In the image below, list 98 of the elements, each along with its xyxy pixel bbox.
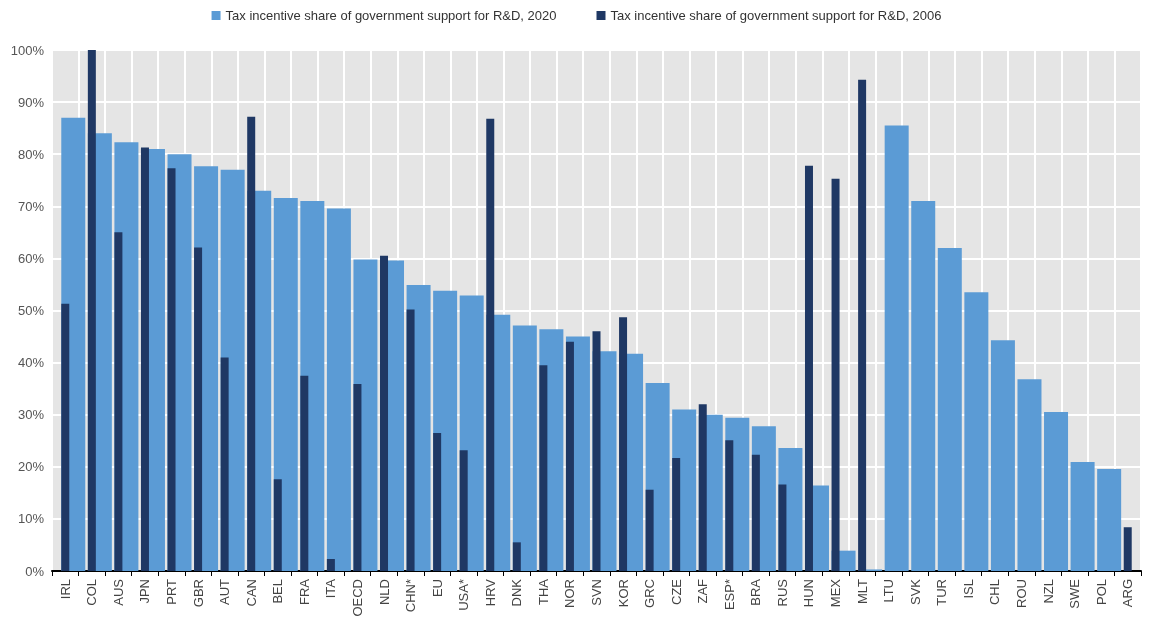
bar [486, 118, 495, 571]
x-tick-label: CHL [987, 579, 1003, 606]
bar [1097, 468, 1122, 571]
bar [592, 331, 601, 571]
bar [459, 450, 468, 571]
bar [937, 247, 962, 571]
bar [61, 303, 70, 571]
y-tick-label: 60% [17, 250, 45, 266]
bar [778, 484, 787, 571]
bar [512, 325, 537, 571]
bar [167, 168, 176, 571]
y-tick-label: 10% [17, 511, 45, 527]
x-tick-label: IRL [57, 579, 73, 600]
bar [1070, 462, 1095, 571]
x-tick-label: GBR [190, 579, 206, 608]
bar [645, 489, 654, 571]
x-tick-label: ESP* [721, 579, 737, 611]
x-tick-label: MEX [828, 578, 844, 608]
bar [326, 208, 351, 571]
bar [911, 201, 936, 571]
x-tick-label: BEL [270, 579, 286, 604]
x-tick-label: JPN [137, 579, 153, 604]
y-tick-label: 90% [17, 94, 45, 110]
bar [140, 147, 149, 571]
x-tick-label: THA [535, 578, 551, 605]
y-tick-label: 20% [17, 459, 45, 475]
x-tick-label: BRA [748, 578, 764, 606]
x-tick-label: SVK [907, 578, 923, 606]
bar [964, 292, 989, 571]
x-tick-label: CAN [243, 579, 259, 607]
bar [247, 116, 256, 571]
bar [406, 309, 415, 571]
x-tick-label: NOR [562, 579, 578, 608]
bar [990, 340, 1015, 571]
bar [619, 317, 628, 571]
y-tick-label: 50% [17, 303, 45, 318]
bar [1123, 527, 1132, 571]
bar [512, 542, 521, 571]
bar [433, 432, 442, 571]
bar [273, 479, 282, 571]
x-tick-label: NZL [1040, 579, 1056, 604]
x-tick-label: CZE [668, 578, 684, 605]
x-tick-label: SVN [589, 579, 604, 606]
bar [698, 404, 707, 571]
x-tick-label: LTU [881, 579, 897, 603]
bar [194, 247, 203, 571]
x-tick-label: EU [429, 579, 445, 598]
x-tick-label: HRV [482, 578, 498, 607]
x-tick-label: ARG [1120, 579, 1136, 608]
bar [87, 50, 96, 571]
legend-label: Tax incentive share of government support for R&D, 2006 [610, 8, 942, 23]
x-tick-label: KOR [615, 579, 631, 608]
bar [220, 357, 229, 571]
y-tick-label: 80% [17, 146, 45, 162]
x-tick-label: NLD [376, 579, 392, 606]
x-tick-label: HUN [801, 579, 817, 608]
x-tick-label: RUS [774, 578, 790, 607]
legend-label: Tax incentive share of government support for R&D, 2020 [225, 8, 557, 23]
y-tick-label: 0% [25, 563, 45, 579]
bar [751, 454, 760, 571]
x-tick-label: ISL [960, 579, 976, 599]
bar [380, 255, 389, 571]
x-tick-label: GRC [642, 579, 658, 608]
x-tick-label: AUT [217, 578, 233, 605]
x-tick-label: OECD [349, 579, 365, 617]
y-tick-label: 40% [17, 355, 45, 371]
x-tick-label: TUR [934, 579, 950, 606]
x-tick-label: POL [1093, 579, 1109, 606]
x-tick-label: COL [84, 579, 100, 606]
bar [1044, 412, 1069, 571]
bar [672, 457, 681, 571]
x-tick-label: ROU [1013, 579, 1029, 608]
x-tick-label: PRT [164, 578, 180, 605]
y-tick-label: 30% [17, 407, 45, 423]
bar [725, 440, 734, 571]
bar [858, 79, 867, 571]
x-tick-label: DNK [509, 578, 525, 607]
x-tick-label: MLT [854, 578, 870, 605]
bar [565, 341, 574, 571]
bar [831, 178, 840, 571]
bar [804, 165, 813, 571]
bar [353, 383, 362, 571]
bar [300, 375, 309, 571]
x-tick-label: CHN* [403, 579, 419, 613]
x-tick-label: SWE [1067, 578, 1083, 609]
x-tick-label: USA* [456, 579, 472, 611]
y-tick-label: 100% [10, 42, 45, 58]
bar [326, 559, 335, 571]
x-tick-label: FRA [296, 578, 312, 605]
x-tick-label: ZAF [695, 578, 711, 604]
x-tick-label: AUS [110, 578, 126, 606]
bar [1017, 379, 1042, 571]
y-tick-label: 70% [17, 198, 45, 214]
bar [273, 197, 298, 571]
bar [539, 365, 548, 571]
x-tick-label: ITA [323, 578, 339, 599]
bar [884, 125, 909, 571]
bar [114, 232, 123, 571]
